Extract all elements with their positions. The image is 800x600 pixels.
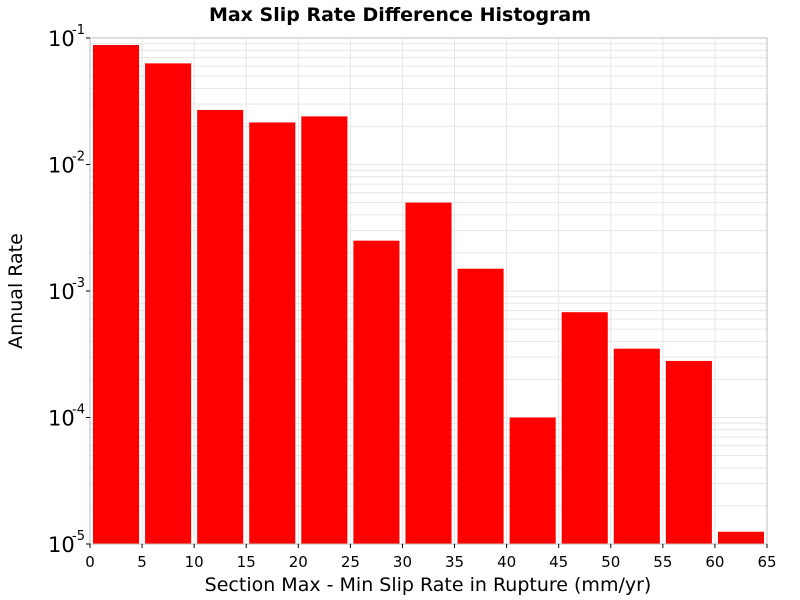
- histogram-bar: [405, 202, 452, 544]
- y-tick-label: 10: [48, 533, 75, 557]
- y-tick-label: 10: [48, 407, 75, 431]
- x-tick-label: 20: [289, 553, 308, 571]
- y-tick-label: 10: [48, 154, 75, 178]
- histogram-bar: [353, 240, 400, 544]
- histogram-bar: [93, 45, 140, 544]
- histogram-bar: [145, 63, 192, 544]
- histogram-bar: [613, 348, 660, 544]
- histogram-bar: [717, 531, 764, 544]
- x-tick-label: 5: [137, 553, 147, 571]
- y-axis-label: Annual Rate: [5, 233, 27, 349]
- histogram-bar: [197, 109, 244, 544]
- y-tick-exponent: -3: [72, 276, 85, 291]
- y-tick-exponent: -5: [72, 529, 85, 544]
- x-tick-label: 65: [757, 553, 776, 571]
- x-tick-label: 40: [497, 553, 516, 571]
- histogram-bar: [561, 312, 608, 544]
- x-tick-label: 10: [185, 553, 204, 571]
- x-axis-label: Section Max - Min Slip Rate in Rupture (…: [205, 574, 652, 596]
- y-tick-label: 10: [48, 27, 75, 51]
- histogram-bar: [457, 268, 504, 544]
- chart-title: Max Slip Rate Difference Histogram: [209, 4, 591, 26]
- x-tick-label: 30: [393, 553, 412, 571]
- y-tick-label: 10: [48, 280, 75, 304]
- histogram-bar: [249, 122, 296, 544]
- x-tick-label: 45: [549, 553, 568, 571]
- y-tick-exponent: -4: [72, 403, 85, 418]
- histogram-bar: [301, 116, 348, 545]
- x-tick-label: 55: [653, 553, 672, 571]
- x-tick-label: 35: [445, 553, 464, 571]
- bars-layer: [93, 45, 764, 545]
- histogram-bar: [509, 417, 556, 544]
- x-tick-label: 50: [601, 553, 620, 571]
- histogram-bar: [665, 360, 712, 544]
- ticks-layer: 0 5 10 15 20 25 30 35 40 45 50 55 60 6510-510-410-310…: [48, 23, 777, 571]
- y-tick-exponent: -1: [72, 23, 85, 38]
- y-tick-exponent: -2: [72, 150, 85, 165]
- x-tick-label: 15: [237, 553, 256, 571]
- x-tick-label: 0: [85, 553, 95, 571]
- x-tick-label: 60: [705, 553, 724, 571]
- x-tick-label: 25: [341, 553, 360, 571]
